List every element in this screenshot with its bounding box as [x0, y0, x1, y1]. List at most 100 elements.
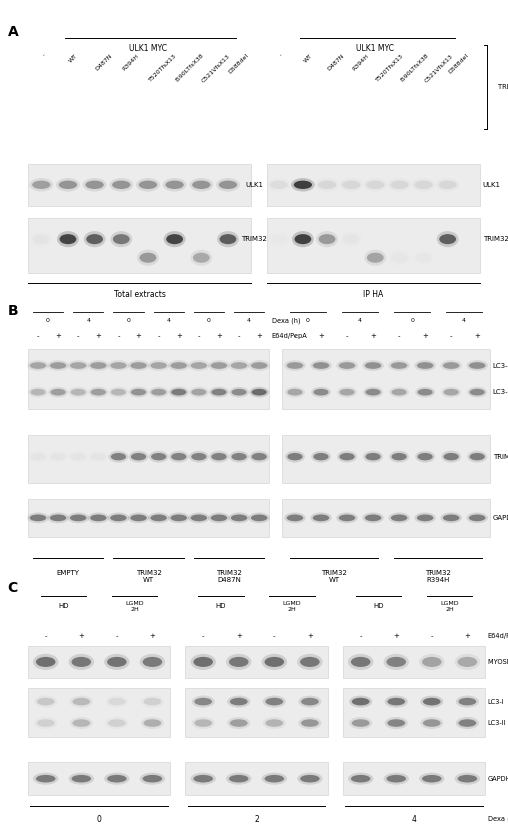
- Ellipse shape: [29, 178, 53, 192]
- Ellipse shape: [136, 178, 160, 192]
- Text: -: -: [279, 53, 284, 58]
- Ellipse shape: [91, 453, 106, 460]
- Ellipse shape: [391, 253, 408, 263]
- Ellipse shape: [389, 360, 410, 371]
- Ellipse shape: [300, 774, 320, 783]
- Bar: [28, 688, 170, 737]
- Ellipse shape: [219, 181, 237, 189]
- Ellipse shape: [318, 181, 336, 189]
- Text: +: +: [96, 333, 101, 339]
- Ellipse shape: [418, 453, 433, 460]
- Ellipse shape: [388, 719, 405, 727]
- Text: 2: 2: [254, 815, 259, 823]
- Ellipse shape: [336, 512, 358, 523]
- Ellipse shape: [300, 657, 320, 667]
- Ellipse shape: [90, 514, 107, 521]
- Text: +: +: [464, 633, 470, 639]
- Ellipse shape: [151, 453, 166, 460]
- Ellipse shape: [71, 453, 86, 460]
- Ellipse shape: [262, 654, 287, 670]
- Ellipse shape: [270, 234, 287, 244]
- Ellipse shape: [443, 389, 459, 396]
- Ellipse shape: [231, 514, 247, 521]
- Ellipse shape: [229, 386, 249, 397]
- Ellipse shape: [108, 698, 126, 706]
- Ellipse shape: [110, 231, 132, 247]
- Ellipse shape: [194, 719, 212, 727]
- Ellipse shape: [56, 178, 80, 192]
- Text: R394H: R394H: [121, 53, 140, 71]
- Ellipse shape: [288, 389, 303, 396]
- Ellipse shape: [189, 178, 213, 192]
- Ellipse shape: [316, 231, 338, 247]
- Text: TRIM32: TRIM32: [493, 454, 508, 459]
- Ellipse shape: [337, 386, 357, 397]
- Text: T520TfsX13: T520TfsX13: [375, 53, 405, 82]
- Ellipse shape: [229, 657, 248, 667]
- Text: WT: WT: [68, 53, 79, 64]
- Ellipse shape: [422, 774, 441, 783]
- Ellipse shape: [418, 389, 433, 396]
- Text: T520TfsX13: T520TfsX13: [148, 53, 178, 82]
- Text: -: -: [41, 53, 46, 58]
- Ellipse shape: [130, 362, 147, 369]
- Text: +: +: [422, 333, 428, 339]
- Bar: [267, 218, 480, 273]
- Ellipse shape: [263, 717, 286, 729]
- Ellipse shape: [84, 231, 106, 247]
- Ellipse shape: [423, 719, 440, 727]
- Ellipse shape: [363, 386, 383, 397]
- Text: 0: 0: [207, 318, 211, 323]
- Ellipse shape: [111, 389, 126, 396]
- Bar: [267, 164, 480, 206]
- Ellipse shape: [150, 514, 167, 521]
- Ellipse shape: [108, 360, 129, 371]
- Ellipse shape: [469, 453, 485, 460]
- Ellipse shape: [423, 698, 440, 706]
- Ellipse shape: [194, 657, 213, 667]
- Ellipse shape: [248, 360, 270, 371]
- Ellipse shape: [349, 696, 372, 707]
- Ellipse shape: [284, 360, 306, 371]
- Ellipse shape: [50, 453, 66, 460]
- Ellipse shape: [440, 360, 462, 371]
- Ellipse shape: [315, 178, 339, 192]
- Ellipse shape: [292, 231, 314, 247]
- Ellipse shape: [366, 181, 385, 189]
- Text: 0: 0: [306, 318, 310, 323]
- Bar: [185, 762, 328, 795]
- Ellipse shape: [231, 362, 247, 369]
- Ellipse shape: [391, 362, 407, 369]
- Text: 4: 4: [358, 318, 362, 323]
- Text: -: -: [450, 333, 453, 339]
- Ellipse shape: [466, 512, 488, 523]
- Ellipse shape: [336, 360, 358, 371]
- Ellipse shape: [415, 386, 435, 397]
- Ellipse shape: [313, 362, 329, 369]
- Ellipse shape: [30, 453, 46, 460]
- Ellipse shape: [139, 181, 157, 189]
- Text: D487N: D487N: [94, 53, 113, 71]
- Ellipse shape: [467, 386, 487, 397]
- Bar: [28, 499, 269, 537]
- Ellipse shape: [362, 512, 384, 523]
- Ellipse shape: [149, 451, 169, 463]
- Ellipse shape: [469, 389, 485, 396]
- Ellipse shape: [108, 512, 129, 523]
- Ellipse shape: [229, 451, 249, 463]
- Ellipse shape: [59, 181, 77, 189]
- Text: D588del: D588del: [448, 53, 470, 75]
- Ellipse shape: [109, 451, 129, 463]
- Ellipse shape: [190, 773, 216, 785]
- Ellipse shape: [251, 514, 267, 521]
- Ellipse shape: [150, 362, 167, 369]
- Ellipse shape: [169, 386, 188, 397]
- Text: -: -: [116, 633, 118, 639]
- Ellipse shape: [30, 389, 46, 396]
- Ellipse shape: [131, 389, 146, 396]
- Ellipse shape: [131, 453, 146, 460]
- Ellipse shape: [34, 696, 57, 707]
- Text: +: +: [149, 633, 155, 639]
- Text: +: +: [393, 633, 399, 639]
- Ellipse shape: [68, 386, 88, 397]
